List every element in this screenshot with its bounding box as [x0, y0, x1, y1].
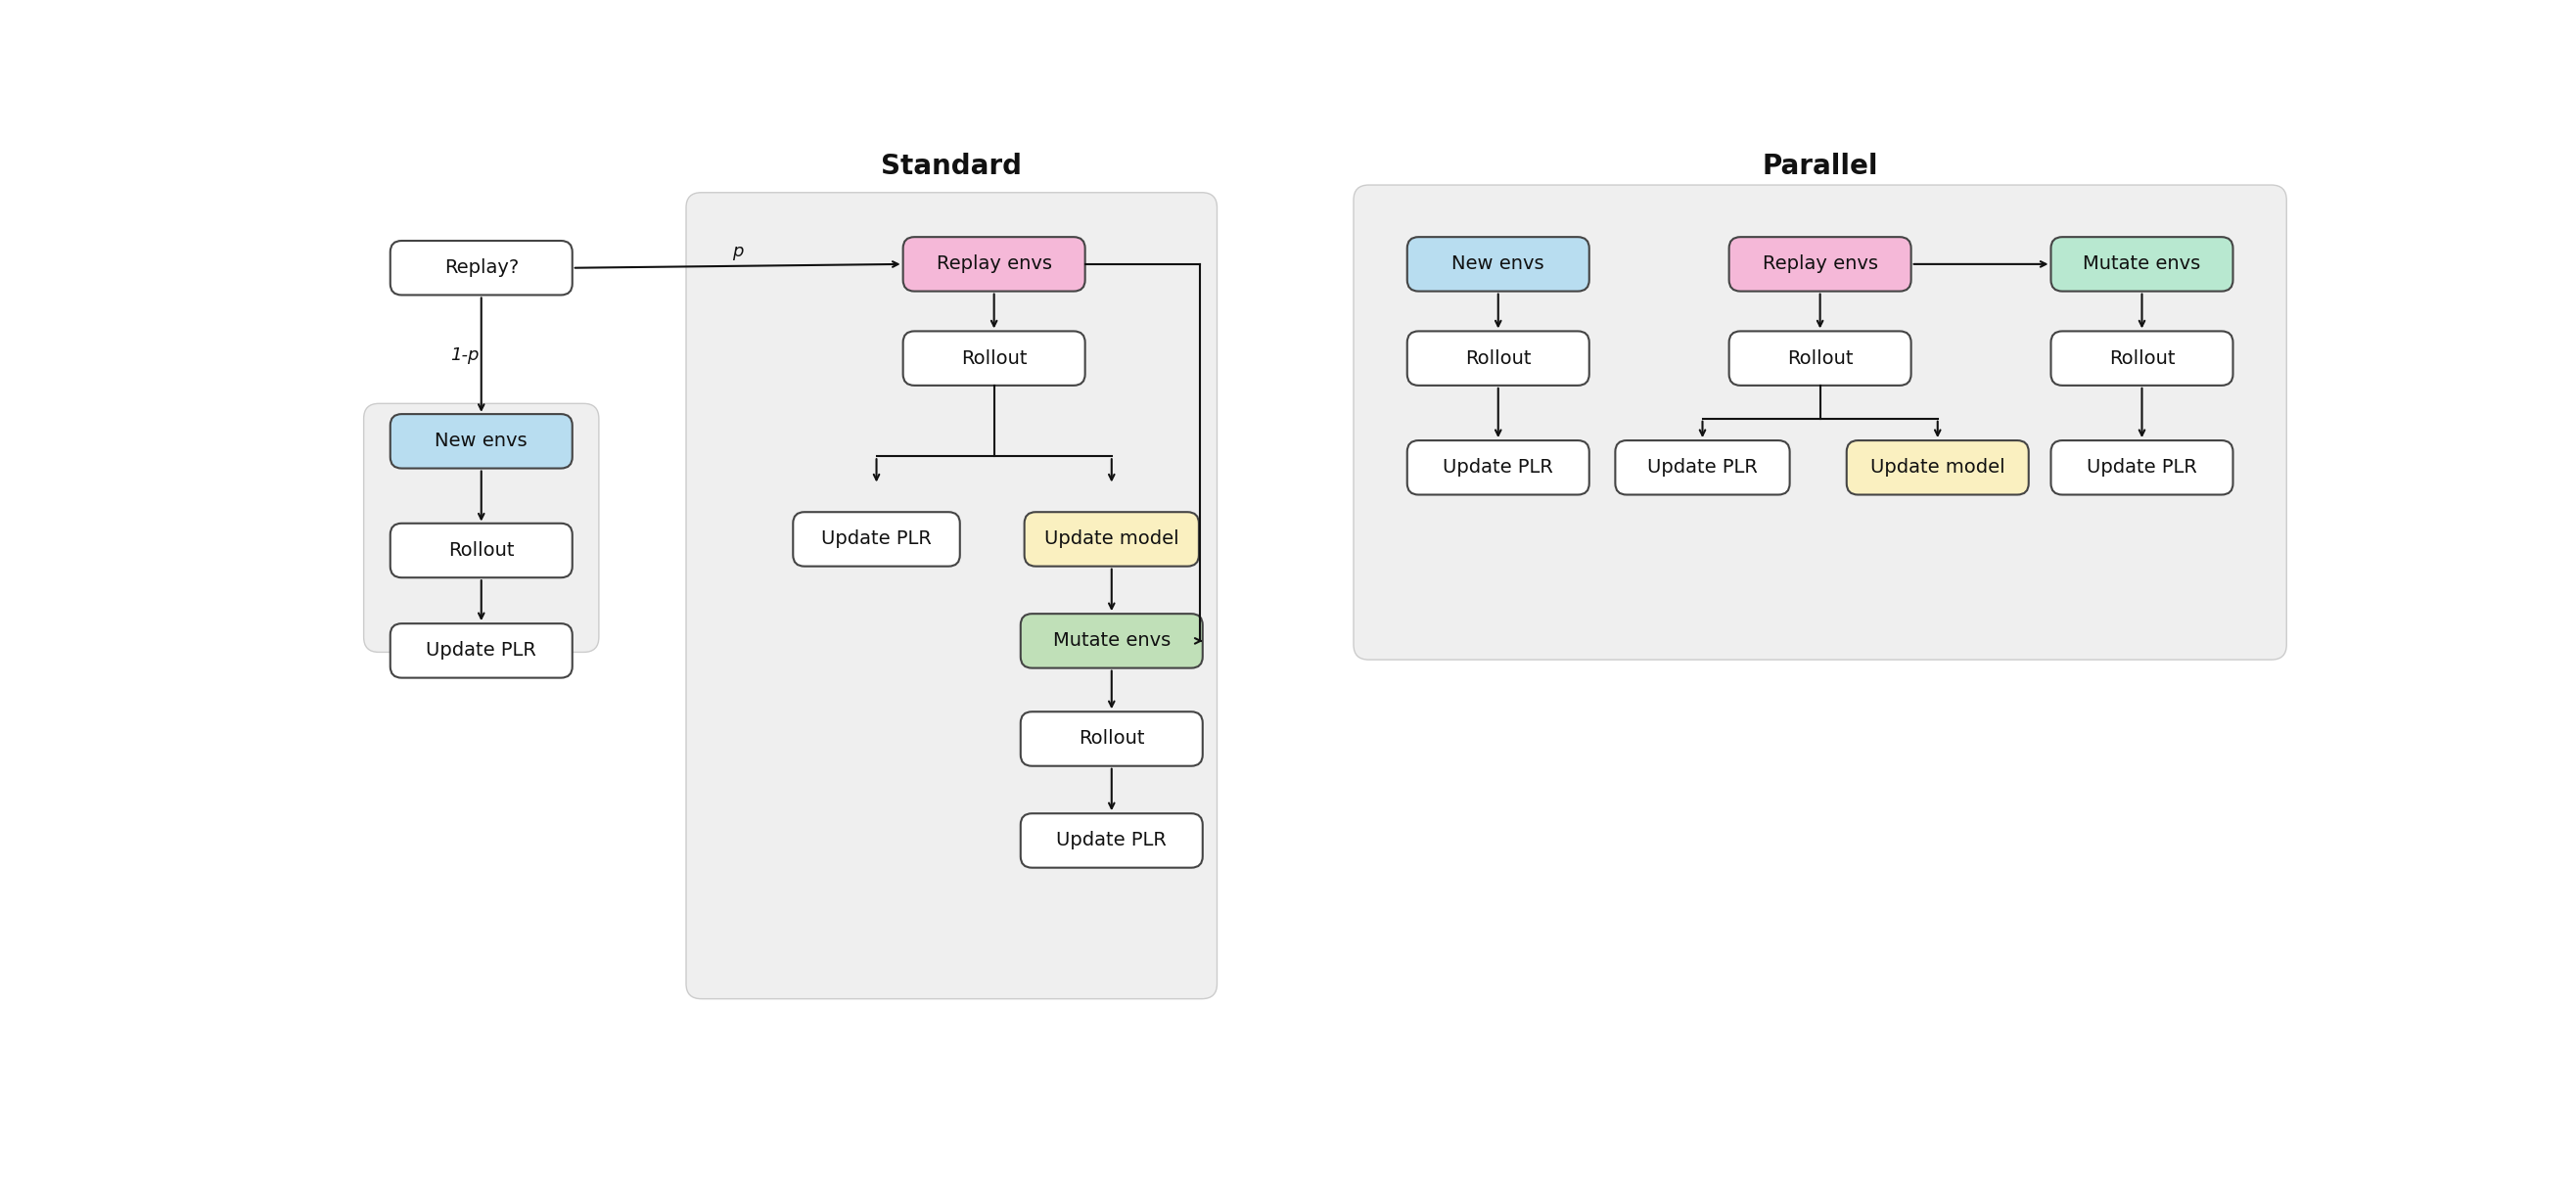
FancyBboxPatch shape	[2050, 440, 2233, 495]
Text: Update PLR: Update PLR	[2087, 458, 2197, 477]
FancyBboxPatch shape	[1728, 237, 1911, 292]
Text: Rollout: Rollout	[1466, 349, 1530, 368]
Text: Update PLR: Update PLR	[1443, 458, 1553, 477]
FancyBboxPatch shape	[1020, 614, 1203, 668]
FancyBboxPatch shape	[363, 403, 598, 652]
Text: Replay?: Replay?	[443, 258, 518, 277]
Text: Mutate envs: Mutate envs	[1054, 632, 1170, 650]
FancyBboxPatch shape	[392, 414, 572, 469]
FancyBboxPatch shape	[1020, 712, 1203, 766]
Text: Rollout: Rollout	[961, 349, 1028, 368]
Text: Update PLR: Update PLR	[425, 641, 536, 660]
Text: p: p	[732, 243, 744, 261]
FancyBboxPatch shape	[1615, 440, 1790, 495]
FancyBboxPatch shape	[1728, 331, 1911, 386]
Text: Mutate envs: Mutate envs	[2084, 255, 2200, 274]
FancyBboxPatch shape	[1406, 237, 1589, 292]
FancyBboxPatch shape	[2050, 237, 2233, 292]
Text: Update PLR: Update PLR	[1056, 832, 1167, 850]
Text: New envs: New envs	[1453, 255, 1546, 274]
FancyBboxPatch shape	[392, 524, 572, 577]
FancyBboxPatch shape	[904, 237, 1084, 292]
Text: Rollout: Rollout	[2110, 349, 2174, 368]
Text: New envs: New envs	[435, 432, 528, 451]
FancyBboxPatch shape	[904, 331, 1084, 386]
FancyBboxPatch shape	[685, 193, 1216, 998]
Text: Rollout: Rollout	[1079, 729, 1144, 749]
Text: Update PLR: Update PLR	[1646, 458, 1757, 477]
Text: 1-p: 1-p	[451, 346, 479, 364]
FancyBboxPatch shape	[392, 624, 572, 678]
FancyBboxPatch shape	[1020, 814, 1203, 868]
FancyBboxPatch shape	[1025, 512, 1198, 566]
Text: Replay envs: Replay envs	[935, 255, 1051, 274]
Text: Update PLR: Update PLR	[822, 530, 933, 549]
Text: Update model: Update model	[1043, 530, 1180, 549]
FancyBboxPatch shape	[2050, 331, 2233, 386]
FancyBboxPatch shape	[1847, 440, 2030, 495]
FancyBboxPatch shape	[1406, 331, 1589, 386]
FancyBboxPatch shape	[392, 240, 572, 295]
FancyBboxPatch shape	[1406, 440, 1589, 495]
FancyBboxPatch shape	[1352, 184, 2287, 659]
Text: Update model: Update model	[1870, 458, 2004, 477]
FancyBboxPatch shape	[793, 512, 961, 566]
Text: Rollout: Rollout	[1788, 349, 1852, 368]
Text: Parallel: Parallel	[1762, 152, 1878, 180]
Text: Standard: Standard	[881, 152, 1023, 180]
Text: Rollout: Rollout	[448, 541, 515, 559]
Text: Replay envs: Replay envs	[1762, 255, 1878, 274]
